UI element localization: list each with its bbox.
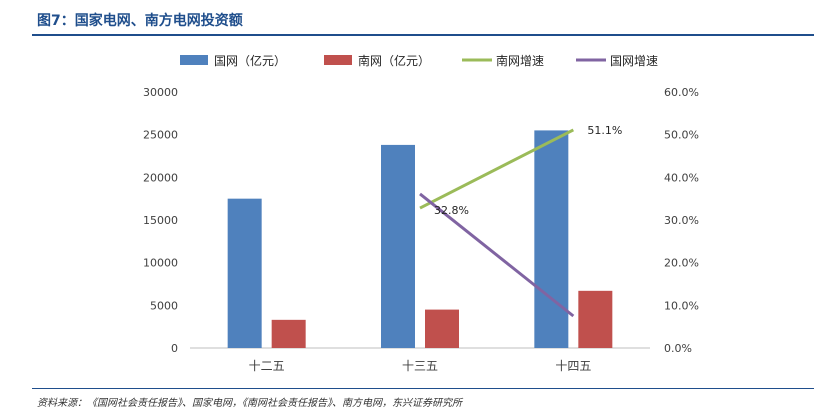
legend-label: 南网增速 bbox=[496, 53, 544, 68]
x-tick-label: 十四五 bbox=[555, 359, 591, 373]
bar-csg bbox=[578, 290, 613, 348]
data-label: 32.8% bbox=[434, 204, 469, 217]
y2-tick-label: 60.0% bbox=[664, 86, 699, 99]
line-sgcc-growth bbox=[419, 192, 575, 318]
x-tick-label: 十二五 bbox=[249, 359, 285, 373]
y2-tick-label: 40.0% bbox=[664, 171, 699, 184]
y-tick-label: 30000 bbox=[143, 86, 178, 99]
bar-sgcc bbox=[534, 130, 569, 348]
line-csg-growth bbox=[419, 128, 575, 210]
data-label: 51.1% bbox=[587, 124, 622, 137]
bar-sgcc bbox=[227, 198, 262, 348]
source-note: 资料来源：《国网社会责任报告》、国家电网，《南网社会责任报告》、南方电网，东兴证… bbox=[37, 398, 462, 409]
legend-swatch bbox=[180, 55, 208, 65]
bar-csg bbox=[425, 309, 459, 348]
y-tick-label: 10000 bbox=[143, 257, 178, 270]
legend-label: 国网（亿元） bbox=[214, 53, 286, 68]
y2-tick-label: 50.0% bbox=[664, 129, 699, 142]
bar-csg bbox=[271, 319, 306, 348]
legend-swatch bbox=[324, 55, 352, 65]
title-rule bbox=[32, 34, 814, 36]
y-tick-label: 15000 bbox=[143, 214, 178, 227]
y-tick-label: 25000 bbox=[143, 129, 178, 142]
y-tick-label: 5000 bbox=[150, 299, 178, 312]
y2-tick-label: 0.0% bbox=[664, 342, 692, 355]
y2-tick-label: 20.0% bbox=[664, 257, 699, 270]
source-rule bbox=[32, 388, 814, 389]
investment-chart: 0 5000 10000 15000 20000 25000 30000 0.0% 10.0% 2… bbox=[143, 53, 699, 373]
figure-title: 图7：国家电网、南方电网投资额 bbox=[37, 13, 243, 29]
y-tick-label: 20000 bbox=[143, 171, 178, 184]
y2-tick-label: 30.0% bbox=[664, 214, 699, 227]
legend-label: 国网增速 bbox=[610, 54, 658, 68]
legend-label: 南网（亿元） bbox=[358, 53, 430, 68]
bar-sgcc bbox=[381, 144, 415, 348]
y2-tick-label: 10.0% bbox=[664, 299, 699, 312]
x-tick-label: 十三五 bbox=[402, 359, 438, 373]
y-tick-label: 0 bbox=[171, 342, 178, 355]
